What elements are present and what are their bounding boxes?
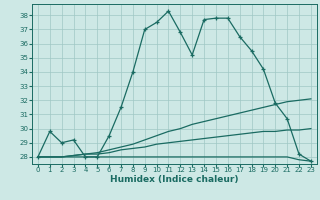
X-axis label: Humidex (Indice chaleur): Humidex (Indice chaleur) bbox=[110, 175, 239, 184]
